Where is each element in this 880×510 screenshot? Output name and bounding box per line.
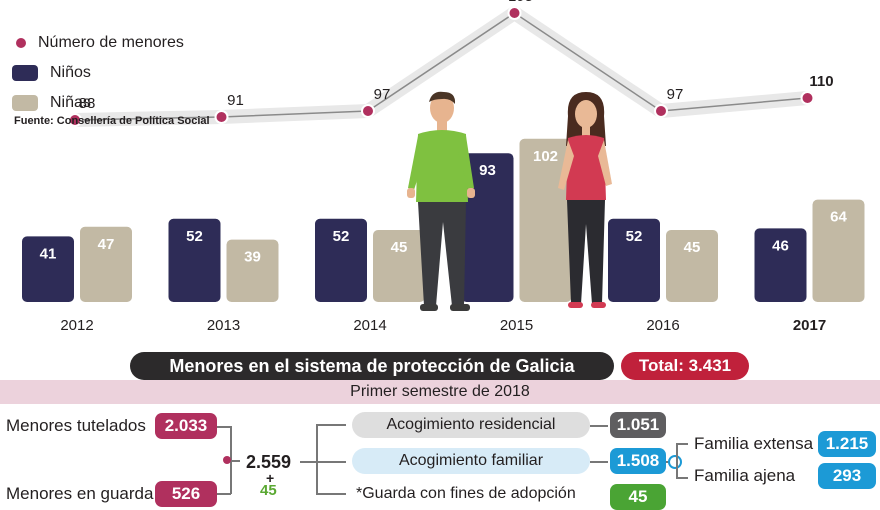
bar-boys-label: 41 <box>40 245 57 262</box>
total-point <box>654 104 668 118</box>
x-tick-label: 2012 <box>60 317 93 334</box>
legend-total-label: Número de menores <box>38 34 184 51</box>
total-point <box>361 104 375 118</box>
bar-girls <box>80 226 132 302</box>
chart: 41 47 2012 88 52 39 2013 91 52 45 2014 97 93 102 2015 1… <box>22 0 865 334</box>
bar-boys-label: 52 <box>333 228 350 245</box>
total-point-label: 97 <box>374 86 391 103</box>
girl-illustration-icon <box>558 92 612 308</box>
total-line <box>74 12 808 121</box>
total-point <box>800 91 815 105</box>
bar-girls-label: 64 <box>830 209 847 226</box>
connector <box>316 424 318 494</box>
bar-girls <box>519 138 572 302</box>
connector <box>230 460 240 462</box>
bar-boys-label: 52 <box>186 228 203 245</box>
ajena-value: 293 <box>818 463 876 489</box>
x-tick-label: 2014 <box>353 317 386 334</box>
total-point-label: 91 <box>227 92 244 109</box>
total-point-label: 88 <box>79 95 96 112</box>
bar-boys <box>315 218 367 302</box>
bar-boys <box>22 236 74 302</box>
legend-item-boys: Niños <box>12 58 184 88</box>
familiar-category: Acogimiento familiar <box>352 448 590 474</box>
protection-title: Menores en el sistema de protección de G… <box>130 352 614 380</box>
x-tick-label: 2016 <box>646 317 679 334</box>
bar-boys <box>608 218 660 302</box>
boys-swatch <box>12 65 38 81</box>
bar-girls <box>812 199 865 302</box>
period-label: Primer semestre de 2018 <box>350 383 530 400</box>
bar-girls <box>226 239 279 302</box>
residencial-label: Acogimiento residencial <box>386 416 556 433</box>
connector <box>676 477 688 479</box>
bar-boys-label: 93 <box>479 162 496 179</box>
connector <box>316 424 346 426</box>
total-point-label: 195 <box>508 0 533 5</box>
adopcion-label: *Guarda con fines de adopción <box>356 485 576 502</box>
boy-illustration-icon <box>407 91 475 311</box>
bar-girls <box>666 230 718 302</box>
sum-value: 2.559 <box>246 452 292 472</box>
connector <box>676 443 688 445</box>
tutelados-value: 2.033 <box>155 413 217 439</box>
connector <box>590 425 608 427</box>
legend-boys-label: Niños <box>50 64 91 81</box>
total-point <box>68 113 82 127</box>
residencial-value: 1.051 <box>610 412 666 438</box>
bar-girls <box>373 230 425 302</box>
adopcion-value: 45 <box>610 484 666 510</box>
guarda-value: 526 <box>155 481 217 507</box>
branch-marker-icon <box>668 455 682 469</box>
connector <box>316 493 346 495</box>
residencial-category: Acogimiento residencial <box>352 412 590 438</box>
total-point <box>507 6 522 20</box>
bar-girls-label: 39 <box>244 249 261 266</box>
extensa-label: Familia extensa <box>694 434 814 453</box>
connector <box>676 443 678 479</box>
bar-girls-label: 102 <box>533 148 558 165</box>
bar-boys-label: 52 <box>626 228 643 245</box>
total-point-label: 110 <box>809 73 833 90</box>
connector <box>300 461 346 463</box>
plus-sign: + <box>266 470 275 486</box>
x-tick-label: 2015 <box>500 317 533 334</box>
extensa-value: 1.215 <box>818 431 876 457</box>
ajena-label: Familia ajena <box>694 466 796 485</box>
source-note: Fuente: Consellería de Política Social <box>14 115 210 127</box>
legend-item-total: Número de menores <box>12 28 184 58</box>
x-tick-label: 2017 <box>793 317 826 334</box>
bar-boys-label: 46 <box>772 237 789 254</box>
legend-item-girls: Niñas <box>12 88 184 118</box>
girls-swatch <box>12 95 38 111</box>
bar-boys <box>168 218 221 302</box>
bar-girls-label: 47 <box>98 236 115 253</box>
total-marker-icon <box>16 38 26 48</box>
familiar-value: 1.508 <box>610 448 666 474</box>
bar-boys <box>754 228 807 302</box>
total-point <box>214 110 229 124</box>
connector <box>217 493 231 495</box>
bar-girls-label: 45 <box>391 239 408 256</box>
connector <box>217 426 231 428</box>
bar-girls-label: 45 <box>684 239 701 256</box>
guarda-label: Menores en guarda <box>6 484 154 503</box>
connector <box>590 461 608 463</box>
x-tick-label: 2013 <box>207 317 240 334</box>
legend: Número de menores Niños Niñas <box>12 28 184 118</box>
total-point-label: 97 <box>667 86 684 103</box>
tutelados-label: Menores tutelados <box>6 416 146 435</box>
node-marker-icon <box>223 456 231 464</box>
plus-value: 45 <box>260 482 277 499</box>
protection-total-badge: Total: 3.431 <box>621 352 749 380</box>
period-band: Primer semestre de 2018 <box>0 380 880 404</box>
legend-girls-label: Niñas <box>50 94 91 111</box>
familiar-label: Acogimiento familiar <box>398 452 544 469</box>
